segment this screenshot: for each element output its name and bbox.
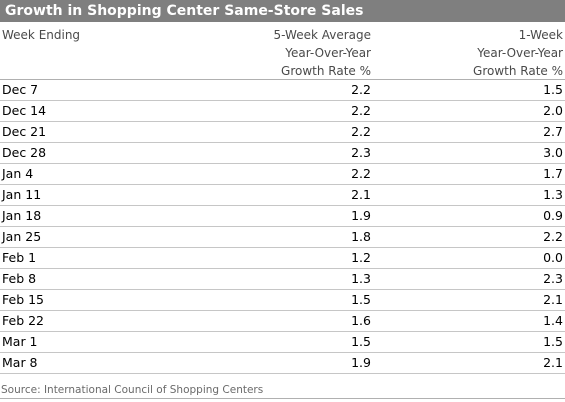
table-row: Mar 8 1.9 2.1 bbox=[0, 353, 565, 374]
header-5-week-line-2: Year-Over-Year bbox=[285, 46, 371, 60]
table-header: Week Ending 5-Week Average Year-Over-Yea… bbox=[0, 26, 565, 78]
cell-week-ending: Feb 22 bbox=[2, 313, 45, 328]
cell-1-week: 2.2 bbox=[543, 229, 563, 244]
table-row: Feb 15 1.5 2.1 bbox=[0, 290, 565, 311]
cell-1-week: 0.0 bbox=[543, 250, 563, 265]
cell-week-ending: Feb 8 bbox=[2, 271, 37, 286]
header-1-week-line-1: 1-Week bbox=[518, 28, 563, 42]
cell-1-week: 1.7 bbox=[543, 166, 563, 181]
cell-5-week-average: 1.9 bbox=[351, 355, 371, 370]
cell-5-week-average: 1.3 bbox=[351, 271, 371, 286]
cell-1-week: 1.5 bbox=[543, 82, 563, 97]
header-5-week-average: 5-Week Average Year-Over-Year Growth Rat… bbox=[274, 26, 371, 80]
cell-1-week: 2.0 bbox=[543, 103, 563, 118]
header-5-week-line-3: Growth Rate % bbox=[281, 64, 371, 78]
cell-1-week: 0.9 bbox=[543, 208, 563, 223]
cell-5-week-average: 1.6 bbox=[351, 313, 371, 328]
cell-week-ending: Jan 18 bbox=[2, 208, 42, 223]
table-row: Mar 1 1.5 1.5 bbox=[0, 332, 565, 353]
table-row: Feb 22 1.6 1.4 bbox=[0, 311, 565, 332]
cell-week-ending: Dec 28 bbox=[2, 145, 47, 160]
source-note: Source: International Council of Shoppin… bbox=[1, 384, 264, 396]
cell-1-week: 3.0 bbox=[543, 145, 563, 160]
cell-5-week-average: 2.2 bbox=[351, 82, 371, 97]
header-rule bbox=[0, 79, 565, 80]
cell-5-week-average: 2.2 bbox=[351, 103, 371, 118]
cell-week-ending: Jan 11 bbox=[2, 187, 42, 202]
cell-1-week: 1.3 bbox=[543, 187, 563, 202]
header-5-week-line-1: 5-Week Average bbox=[273, 28, 371, 42]
cell-week-ending: Dec 21 bbox=[2, 124, 47, 139]
table-row: Jan 4 2.2 1.7 bbox=[0, 164, 565, 185]
cell-5-week-average: 1.5 bbox=[351, 292, 371, 307]
table-row: Dec 28 2.3 3.0 bbox=[0, 143, 565, 164]
cell-5-week-average: 2.2 bbox=[351, 124, 371, 139]
table-row: Feb 1 1.2 0.0 bbox=[0, 248, 565, 269]
cell-5-week-average: 1.9 bbox=[351, 208, 371, 223]
cell-5-week-average: 1.5 bbox=[351, 334, 371, 349]
table-row: Feb 8 1.3 2.3 bbox=[0, 269, 565, 290]
table-row: Dec 21 2.2 2.7 bbox=[0, 122, 565, 143]
cell-5-week-average: 1.8 bbox=[351, 229, 371, 244]
cell-week-ending: Mar 8 bbox=[2, 355, 38, 370]
table-row: Jan 18 1.9 0.9 bbox=[0, 206, 565, 227]
cell-week-ending: Dec 14 bbox=[2, 103, 47, 118]
table-row: Dec 7 2.2 1.5 bbox=[0, 80, 565, 101]
bottom-rule bbox=[0, 398, 565, 399]
cell-week-ending: Jan 4 bbox=[2, 166, 34, 181]
table-title: Growth in Shopping Center Same-Store Sal… bbox=[0, 0, 565, 22]
cell-1-week: 1.5 bbox=[543, 334, 563, 349]
cell-week-ending: Feb 15 bbox=[2, 292, 45, 307]
table-row: Dec 14 2.2 2.0 bbox=[0, 101, 565, 122]
cell-week-ending: Feb 1 bbox=[2, 250, 37, 265]
header-week-ending: Week Ending bbox=[2, 28, 81, 42]
cell-week-ending: Dec 7 bbox=[2, 82, 39, 97]
cell-1-week: 2.7 bbox=[543, 124, 563, 139]
table-body: Dec 7 2.2 1.5 Dec 14 2.2 2.0 Dec 21 2.2 2.7 Dec 2… bbox=[0, 80, 565, 374]
cell-1-week: 2.3 bbox=[543, 271, 563, 286]
cell-1-week: 1.4 bbox=[543, 313, 563, 328]
cell-week-ending: Jan 25 bbox=[2, 229, 42, 244]
cell-1-week: 2.1 bbox=[543, 292, 563, 307]
cell-1-week: 2.1 bbox=[543, 355, 563, 370]
cell-5-week-average: 2.2 bbox=[351, 166, 371, 181]
cell-5-week-average: 2.1 bbox=[351, 187, 371, 202]
table-row: Jan 11 2.1 1.3 bbox=[0, 185, 565, 206]
cell-week-ending: Mar 1 bbox=[2, 334, 38, 349]
header-1-week-line-2: Year-Over-Year bbox=[477, 46, 563, 60]
table-row: Jan 25 1.8 2.2 bbox=[0, 227, 565, 248]
header-1-week: 1-Week Year-Over-Year Growth Rate % bbox=[473, 26, 563, 80]
header-1-week-line-3: Growth Rate % bbox=[473, 64, 563, 78]
cell-5-week-average: 1.2 bbox=[351, 250, 371, 265]
cell-5-week-average: 2.3 bbox=[351, 145, 371, 160]
